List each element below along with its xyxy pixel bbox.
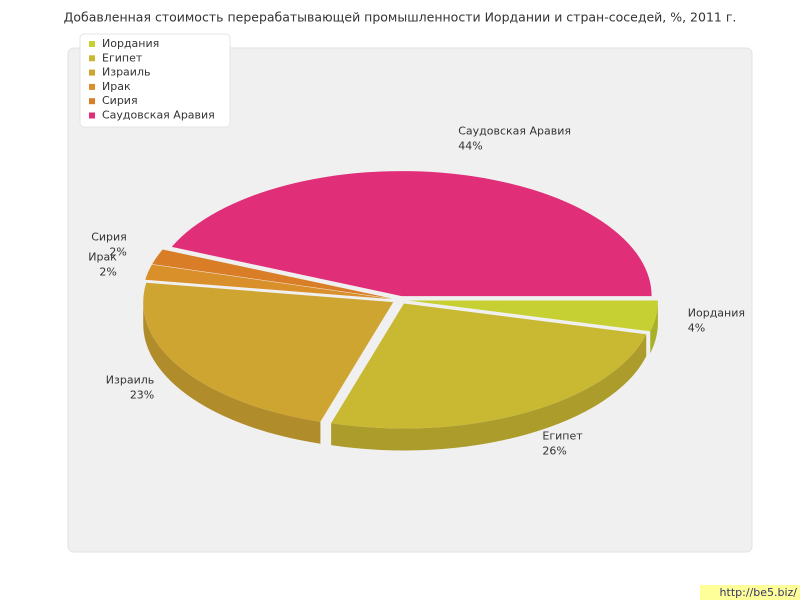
pie-slice [331,303,647,429]
plot-panel [67,47,753,553]
pie: Иордания4%Египет26%Израиль23%Ирак2%Сирия… [88,124,745,457]
legend-label: Иордания [102,37,159,50]
legend-swatch [89,55,95,62]
chart-title: Добавленная стоимость перерабатывающей п… [64,10,737,25]
watermark: http://be5.biz/ [720,586,798,599]
legend-label: Израиль [102,66,150,79]
legend-box [79,33,231,128]
slice-label: Саудовская Аравия [458,124,571,137]
slice-value-label: 44% [458,139,482,152]
slice-value-label: 26% [542,445,566,458]
watermark-bg [700,585,800,600]
pie-slice-side [143,302,321,444]
slice-value-label: 2% [99,265,116,278]
slice-value-label: 4% [688,321,705,334]
pie-slice [152,249,393,299]
legend-label: Ирак [102,80,131,93]
slice-label: Израиль [106,374,154,387]
pie-slice [171,171,652,297]
pie-slice [407,300,658,332]
slice-label: Сирия [91,231,127,244]
legend-swatch [89,83,95,90]
pie-slice [143,282,394,422]
legend-swatch [89,98,95,105]
slice-value-label: 2% [109,246,126,259]
pie-slice [145,264,393,300]
slice-value-label: 23% [130,389,154,402]
legend-swatch [89,69,95,76]
legend-swatch [89,41,95,47]
legend-swatch [89,112,95,119]
slice-label: Египет [542,430,583,443]
slice-label: Ирак [88,250,117,263]
legend-label: Сирия [102,94,138,107]
pie-slice-side [650,300,658,354]
pie-slice-side [331,334,647,451]
legend-label: Саудовская Аравия [102,109,215,122]
legend-label: Египет [102,51,143,64]
slice-label: Иордания [688,306,745,319]
